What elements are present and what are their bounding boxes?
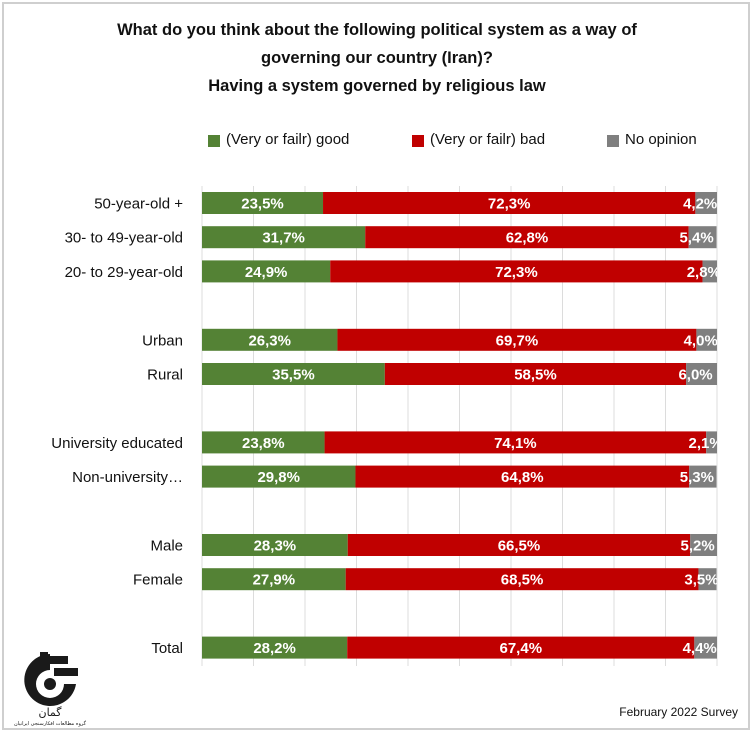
data-label-bad: 67,4%: [500, 640, 543, 657]
logo-mark-icon: [24, 652, 78, 706]
data-label-no-opinion: 6,0%: [678, 367, 712, 384]
legend-label-no-opinion: No opinion: [625, 131, 697, 148]
bar-segment-bad: [330, 260, 703, 283]
legend-swatch-bad: [412, 135, 424, 147]
bar-segment-good: [202, 636, 348, 659]
bar-segment-bad: [345, 568, 699, 591]
data-label-good: 24,9%: [245, 264, 288, 281]
legend-label-good: (Very or failr) good: [226, 131, 350, 148]
bar-segment-no-opinion: [706, 431, 717, 454]
data-label-bad: 68,5%: [501, 572, 544, 589]
bar-segment-bad: [337, 328, 697, 351]
chart-title-line-1: What do you think about the following po…: [117, 21, 637, 39]
legend-item-good: (Very or failr) good: [208, 131, 349, 148]
category-label: Female: [133, 572, 183, 589]
bar-segment-no-opinion: [702, 260, 717, 283]
bar-segment-no-opinion: [698, 568, 717, 591]
data-label-bad: 58,5%: [514, 367, 557, 384]
data-label-good: 26,3%: [248, 332, 291, 349]
bar-segment-good: [202, 431, 325, 454]
data-label-no-opinion: 3,5%: [684, 572, 718, 589]
bar-segment-no-opinion: [686, 363, 717, 385]
bar-segment-bad: [324, 431, 707, 454]
data-label-no-opinion: 5,2%: [681, 538, 715, 555]
bar-segment-bad: [347, 534, 691, 556]
bar-segment-no-opinion: [695, 192, 717, 214]
category-label: Urban: [142, 332, 183, 349]
data-label-bad: 72,3%: [495, 264, 538, 281]
bar-segment-good: [202, 328, 338, 351]
legend-item-bad: (Very or failr) bad: [412, 131, 545, 148]
bar-segment-bad: [355, 465, 690, 488]
data-label-good: 28,2%: [253, 640, 296, 657]
chart-title-line-3: Having a system governed by religious la…: [208, 77, 546, 95]
bar-segment-good: [202, 226, 366, 249]
bar-segment-good: [202, 192, 324, 214]
gamaan-logo: گمان گروه مطالعات افکارسنجی ایرانیان: [14, 652, 87, 727]
chart-title-line-2: governing our country (Iran)?: [261, 49, 493, 67]
data-label-no-opinion: 5,3%: [680, 469, 714, 486]
category-label: 30- to 49-year-old: [65, 230, 183, 247]
data-label-no-opinion: 4,0%: [684, 332, 718, 349]
logo-subtitle: گروه مطالعات افکارسنجی ایرانیان: [14, 720, 87, 727]
data-label-no-opinion: 2,8%: [687, 264, 721, 281]
data-label-no-opinion: 4,4%: [683, 640, 717, 657]
data-label-bad: 66,5%: [498, 538, 541, 555]
bar-segment-good: [202, 568, 346, 591]
survey-date-note: February 2022 Survey: [619, 705, 738, 719]
legend-item-no-opinion: No opinion: [607, 131, 697, 148]
category-label: Total: [151, 640, 183, 657]
data-label-bad: 74,1%: [494, 435, 537, 452]
data-label-good: 35,5%: [272, 367, 315, 384]
logo-text: گمان: [38, 706, 62, 719]
bar-segment-good: [202, 363, 385, 385]
data-label-no-opinion: 2,1%: [688, 435, 722, 452]
category-label: 20- to 29-year-old: [65, 264, 183, 281]
data-label-good: 27,9%: [253, 572, 296, 589]
bar-segment-no-opinion: [689, 465, 717, 488]
data-label-good: 29,8%: [257, 469, 300, 486]
bar-segment-good: [202, 260, 331, 283]
bars-group: 23,5% 72,3% 4,2% 31,7% 62,8% 5,4% 24,9% 72,3% 2,…: [202, 192, 722, 659]
chart-title: What do you think about the following po…: [0, 16, 754, 100]
bar-segment-good: [202, 465, 356, 488]
bar-segment-no-opinion: [694, 636, 717, 659]
data-label-bad: 64,8%: [501, 469, 544, 486]
bar-segment-no-opinion: [690, 534, 717, 556]
bar-segment-bad: [323, 192, 696, 214]
category-label: Male: [150, 538, 183, 555]
data-label-bad: 72,3%: [488, 196, 531, 213]
data-label-good: 23,8%: [242, 435, 285, 452]
category-label: University educated: [51, 435, 183, 452]
chart-legend: (Very or failr) good (Very or failr) bad…: [0, 131, 754, 151]
category-label: Non-university…: [72, 469, 183, 486]
bar-segment-bad: [384, 363, 687, 385]
bar-segment-bad: [365, 226, 689, 249]
data-label-bad: 62,8%: [506, 230, 549, 247]
legend-swatch-good: [208, 135, 220, 147]
bar-segment-no-opinion: [688, 226, 717, 249]
data-label-no-opinion: 4,2%: [683, 196, 717, 213]
data-label-good: 31,7%: [262, 230, 305, 247]
bar-segment-bad: [347, 636, 695, 659]
data-label-bad: 69,7%: [496, 332, 539, 349]
legend-label-bad: (Very or failr) bad: [430, 131, 546, 148]
category-label: 50-year-old +: [94, 196, 183, 213]
bar-segment-no-opinion: [696, 328, 717, 351]
data-label-no-opinion: 5,4%: [679, 230, 713, 247]
legend-swatch-no-opinion: [607, 135, 619, 147]
bar-segment-good: [202, 534, 348, 556]
data-label-good: 28,3%: [254, 538, 297, 555]
category-label: Rural: [147, 367, 183, 384]
data-label-good: 23,5%: [241, 196, 284, 213]
